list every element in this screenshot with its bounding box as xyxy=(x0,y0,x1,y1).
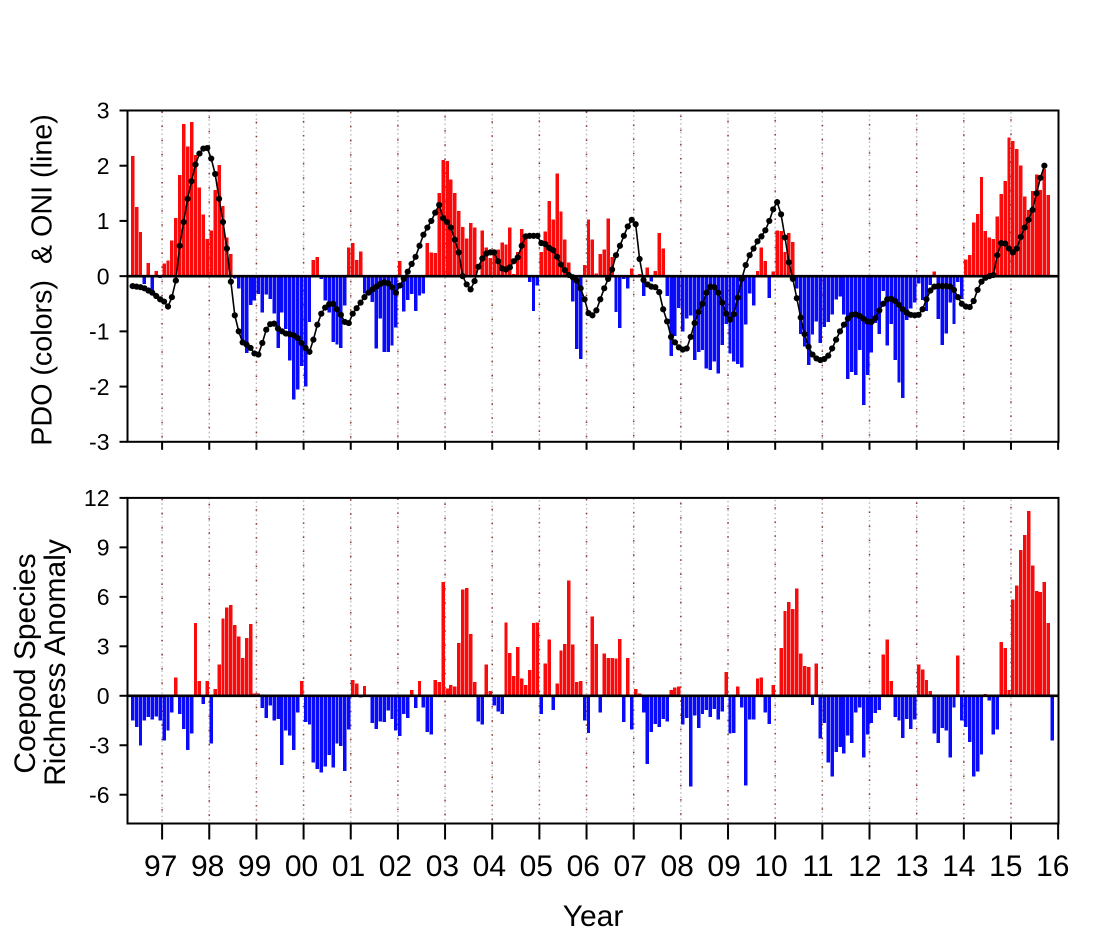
svg-text:04: 04 xyxy=(473,850,506,883)
svg-text:15: 15 xyxy=(989,850,1022,883)
svg-text:0: 0 xyxy=(97,263,110,289)
svg-text:-2: -2 xyxy=(89,374,109,400)
svg-text:9: 9 xyxy=(97,535,110,561)
svg-text:-6: -6 xyxy=(89,782,109,808)
svg-text:Coepod Species: Coepod Species xyxy=(9,553,42,773)
svg-text:08: 08 xyxy=(660,850,693,883)
svg-text:13: 13 xyxy=(895,850,928,883)
svg-text:00: 00 xyxy=(285,850,318,883)
svg-text:05: 05 xyxy=(520,850,553,883)
svg-text:12: 12 xyxy=(848,850,881,883)
svg-text:06: 06 xyxy=(567,850,600,883)
svg-text:16: 16 xyxy=(1036,850,1069,883)
svg-text:3: 3 xyxy=(97,634,110,660)
svg-text:-1: -1 xyxy=(89,319,109,345)
svg-text:6: 6 xyxy=(97,584,110,610)
svg-text:1: 1 xyxy=(97,208,110,234)
svg-text:0: 0 xyxy=(97,683,110,709)
svg-text:03: 03 xyxy=(426,850,459,883)
svg-text:-3: -3 xyxy=(89,732,109,758)
svg-text:98: 98 xyxy=(191,850,224,883)
svg-text:Richness Anomaly: Richness Anomaly xyxy=(39,539,72,786)
svg-text:14: 14 xyxy=(942,850,975,883)
svg-text:10: 10 xyxy=(754,850,787,883)
svg-text:02: 02 xyxy=(379,850,412,883)
svg-text:12: 12 xyxy=(84,485,110,511)
svg-text:2: 2 xyxy=(97,153,110,179)
svg-text:99: 99 xyxy=(238,850,271,883)
svg-text:-3: -3 xyxy=(89,429,109,455)
svg-text:07: 07 xyxy=(614,850,647,883)
svg-text:3: 3 xyxy=(97,98,110,124)
svg-text:11: 11 xyxy=(802,850,833,883)
svg-text:97: 97 xyxy=(144,850,177,883)
svg-text:01: 01 xyxy=(332,850,365,883)
svg-text:PDO (colors) & ONI (line): PDO (colors) & ONI (line) xyxy=(27,114,59,446)
svg-text:09: 09 xyxy=(707,850,740,883)
svg-text:Year: Year xyxy=(563,900,624,933)
